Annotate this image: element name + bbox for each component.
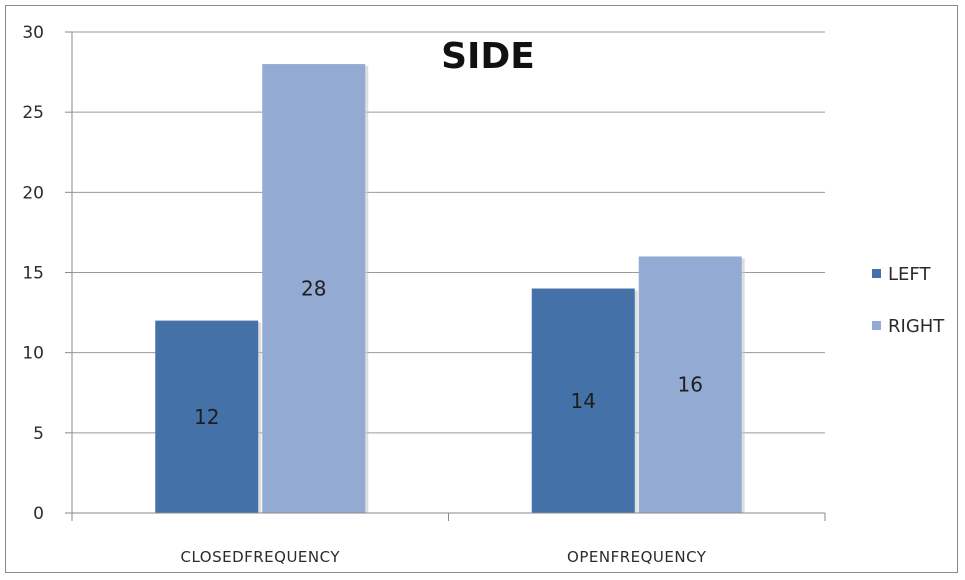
y-tick-label: 0 [33,504,44,524]
data-label: 14 [571,389,596,413]
data-label: 12 [194,405,219,429]
bar-left [531,288,635,513]
y-tick-label: 30 [22,23,44,43]
legend-label-left: LEFT [888,264,931,285]
axes: 0 5 10 15 20 25 30 CLOSEDFREQUENCY OPENFREQUENCY [22,23,826,566]
y-tick-label: 10 [22,344,44,364]
bar-right [638,256,742,513]
bars: 12 28 14 16 [155,64,745,514]
x-category-label: CLOSEDFREQUENCY [180,548,340,566]
legend-swatch-right [872,321,881,330]
bar-right [262,64,366,514]
legend: LEFT RIGHT [872,264,945,337]
data-label: 28 [301,277,326,301]
x-category-label: OPENFREQUENCY [567,548,707,566]
bar-left [155,320,259,513]
y-tick-label: 5 [33,424,44,444]
legend-label-right: RIGHT [888,316,945,337]
legend-swatch-left [872,269,881,278]
data-label: 16 [678,373,703,397]
y-tick-label: 20 [22,183,44,203]
y-tick-label: 15 [22,264,44,284]
y-tick-label: 25 [22,103,44,123]
chart-title: SIDE [441,36,535,77]
